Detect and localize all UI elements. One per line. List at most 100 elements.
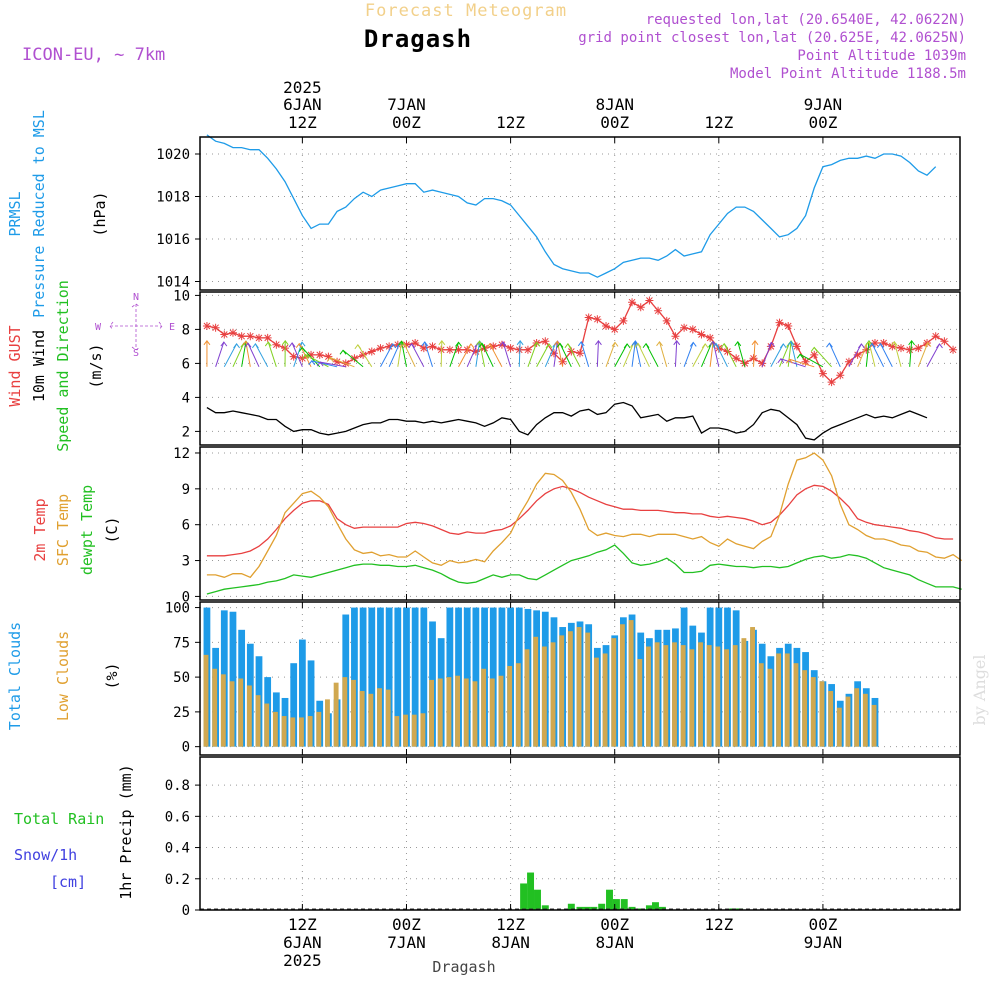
rain-bar [590, 906, 598, 910]
wind-arrow-head [779, 343, 787, 349]
wind-arrow [291, 342, 303, 367]
gust-point [385, 342, 394, 351]
gust-point [220, 330, 229, 339]
low-cloud-bar [619, 624, 625, 747]
compass-n: N [133, 292, 139, 303]
low-cloud-bar [212, 668, 218, 747]
compass-rose [109, 303, 163, 351]
wind-arrow-head [556, 342, 564, 348]
ytick-label-4: 0.4 [165, 841, 190, 857]
low-cloud-bar [498, 675, 504, 747]
top-axis-hour: 00Z [808, 113, 837, 132]
low-cloud-bar [776, 653, 782, 747]
wind-arrow-head [924, 341, 932, 347]
ytick-label-0: 1020 [156, 147, 190, 163]
low-cloud-bar [351, 679, 356, 747]
wind-arrow-head [634, 342, 642, 348]
wind-arrow-head [865, 340, 873, 346]
low-cloud-bar [307, 716, 313, 747]
gust-point [419, 344, 428, 353]
bottom-axis-date: 6JAN [283, 933, 322, 952]
gust-point [567, 347, 576, 356]
total-cloud-bar [463, 607, 471, 747]
rain-bar [598, 903, 606, 910]
gust-point [879, 339, 888, 347]
wind-arrow-head [673, 339, 681, 346]
gust-point [801, 357, 810, 366]
gust-point [827, 378, 836, 387]
ytick-label-3: 25 [173, 705, 190, 721]
low-cloud-bar [281, 716, 287, 747]
rain-bar [520, 883, 528, 910]
axis-label-3-1: Low Clouds [54, 631, 72, 721]
gust-point [541, 337, 550, 346]
wind-arrow [580, 341, 590, 367]
gust-point [558, 357, 567, 366]
series-line-wind-gust [206, 299, 954, 383]
low-cloud-bar [680, 645, 686, 747]
ytick-label-3: 75 [173, 635, 190, 651]
wind-arrow [701, 342, 713, 367]
info-requested: requested lon,lat (20.6540E, 42.0622N) [646, 12, 966, 28]
wind-arrow-head [656, 340, 663, 347]
gust-point [914, 344, 923, 353]
wind-arrow [709, 340, 714, 367]
wind-arrow [466, 342, 479, 368]
wind-arrow-head [689, 341, 697, 347]
wind-arrow [403, 343, 416, 368]
low-cloud-bar [385, 689, 391, 747]
gust-point [810, 350, 819, 359]
total-cloud-bar [489, 607, 497, 747]
top-axis-date: 7JAN [387, 95, 426, 114]
wind-arrow [770, 343, 784, 368]
gust-point [602, 322, 611, 330]
wind-arrow [518, 340, 521, 367]
info-altitude: Point Altitude 1039m [797, 48, 966, 64]
rain-bar [645, 905, 653, 910]
axis-label-2-2: dewpt Temp [78, 485, 96, 575]
low-cloud-bar [420, 713, 426, 747]
compass-s: S [133, 348, 139, 359]
gust-point [680, 323, 689, 332]
wind-arrow-head [720, 342, 728, 349]
wind-arrow [247, 343, 260, 368]
wind-arrow-head [233, 343, 240, 349]
panel-frame-2 [199, 446, 961, 601]
ytick-label-0: 1014 [156, 275, 190, 291]
wind-arrow-head [890, 340, 898, 346]
wind-arrow [544, 342, 557, 368]
rain-bar [606, 889, 613, 910]
wind-arrow [241, 341, 247, 367]
wind-arrow-head [302, 353, 309, 359]
wind-arrow-head [810, 346, 818, 352]
total-cloud-bar [385, 607, 393, 747]
wind-arrow-head [326, 356, 334, 362]
gust-point [454, 345, 463, 354]
gust-point [549, 349, 558, 358]
low-cloud-bar [264, 703, 270, 747]
bottom-axis-year: 2025 [283, 951, 322, 970]
wind-arrow [311, 360, 338, 368]
bottom-axis-hour: 12Z [288, 915, 317, 934]
panel-frame-0 [199, 136, 961, 291]
low-cloud-bar [750, 627, 756, 747]
ytick-label-1: 6 [182, 356, 190, 372]
wind-arrow [674, 340, 678, 367]
gust-point [758, 359, 767, 368]
total-rain-label: Total Rain [14, 810, 104, 828]
ytick-label-2: 9 [182, 482, 190, 498]
wind-arrow [789, 358, 815, 368]
low-cloud-bar [854, 688, 860, 747]
low-cloud-bar [836, 707, 842, 747]
total-cloud-bar [377, 607, 384, 747]
wind-arrow-head [281, 339, 289, 346]
ytick-label-4: 0.8 [165, 778, 190, 794]
gust-point [654, 306, 663, 315]
wind-arrow-head [701, 343, 709, 349]
gust-point [402, 340, 411, 349]
wind-arrow-head [908, 340, 916, 346]
top-axis-hour: 12Z [288, 113, 317, 132]
gust-point [628, 298, 637, 307]
low-cloud-bar [576, 627, 582, 747]
